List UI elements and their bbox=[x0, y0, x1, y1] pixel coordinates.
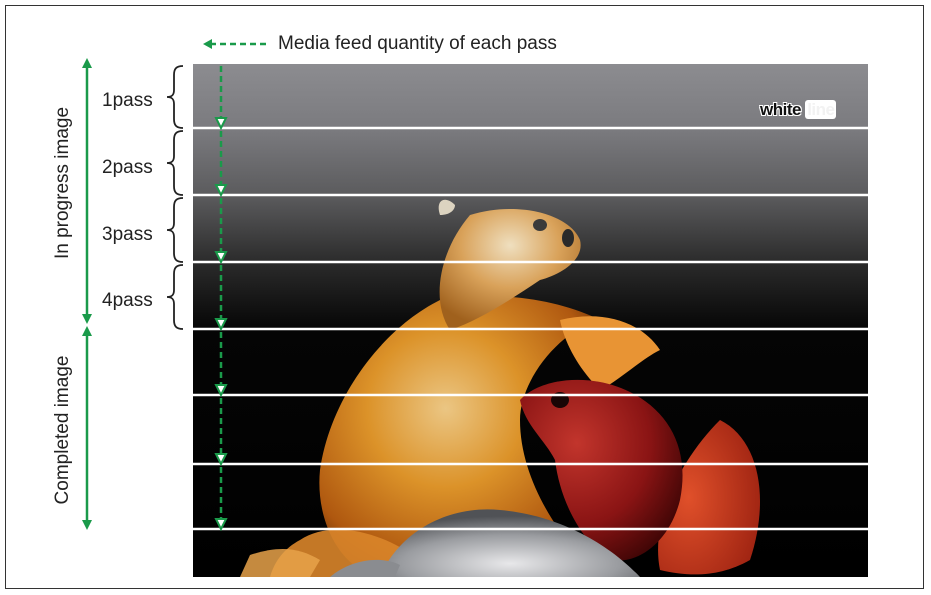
legend-label: Media feed quantity of each pass bbox=[278, 33, 557, 54]
pass-label-1: 1pass bbox=[102, 90, 153, 111]
fish-image bbox=[193, 64, 868, 577]
pass-label-2: 2pass bbox=[102, 157, 153, 178]
progress-range-arrow bbox=[82, 58, 92, 324]
legend-arrow-icon bbox=[203, 39, 266, 49]
white-lines bbox=[193, 126, 868, 531]
legend: Media feed quantity of each pass bbox=[200, 32, 557, 56]
white-line-label: white line bbox=[760, 100, 837, 120]
pass-label-4: 4pass bbox=[102, 290, 153, 311]
completed-range-arrow bbox=[82, 326, 92, 530]
white-line-word2: line bbox=[805, 100, 837, 119]
feed-arrowheads bbox=[214, 117, 228, 532]
completed-label: Completed image bbox=[52, 355, 73, 505]
white-line-word1: white bbox=[760, 100, 801, 119]
pass-braces bbox=[166, 65, 184, 330]
pass-label-3: 3pass bbox=[102, 224, 153, 245]
in-progress-label: In progress image bbox=[52, 106, 73, 260]
